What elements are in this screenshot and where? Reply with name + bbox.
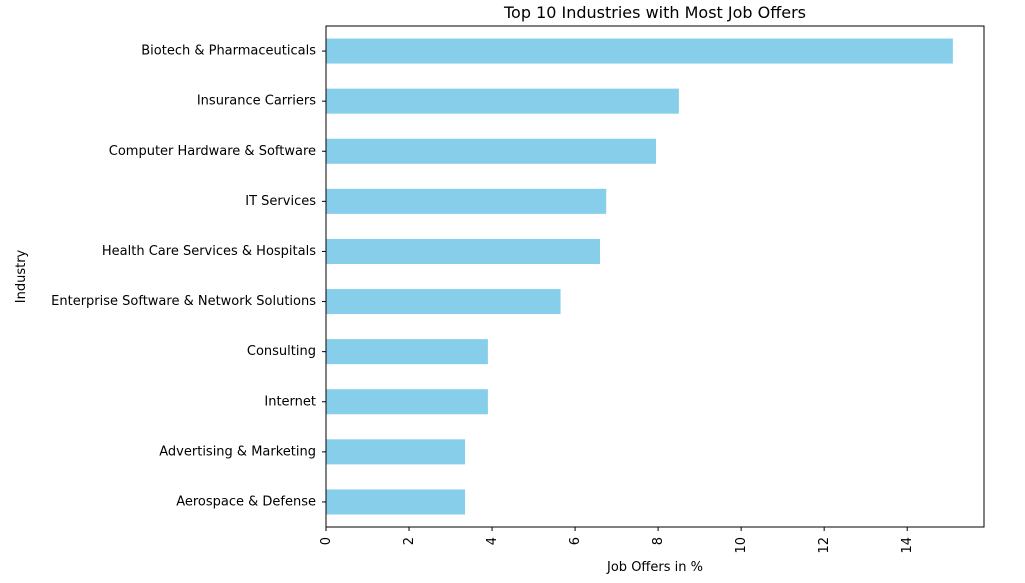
bar <box>326 88 679 114</box>
y-tick-label: Insurance Carriers <box>197 94 316 109</box>
x-tick-label: 4 <box>485 537 500 545</box>
bar <box>326 138 657 164</box>
bar <box>326 38 953 64</box>
x-tick-label: 10 <box>734 537 749 554</box>
y-tick-label: Enterprise Software & Network Solutions <box>51 294 316 309</box>
bars-layer <box>326 38 953 515</box>
bar <box>326 489 466 515</box>
plot-frame <box>325 25 985 528</box>
y-tick-label: Computer Hardware & Software <box>109 144 316 159</box>
y-tick-label: Biotech & Pharmaceuticals <box>141 44 316 59</box>
chart-title: Top 10 Industries with Most Job Offers <box>503 3 806 22</box>
x-axis-label: Job Offers in % <box>606 560 703 575</box>
x-tick-label: 0 <box>319 537 334 545</box>
bar <box>326 188 607 214</box>
y-tick-label: Health Care Services & Hospitals <box>102 244 316 259</box>
y-tick-label: Aerospace & Defense <box>176 494 316 509</box>
x-tick-label: 14 <box>900 537 915 554</box>
x-tick-label: 2 <box>402 537 417 545</box>
x-ticks: 0 2 4 6 8 10 12 14 <box>319 527 915 554</box>
x-tick-label: 8 <box>651 537 666 545</box>
x-tick-label: 12 <box>817 537 832 554</box>
y-tick-label: IT Services <box>245 194 316 209</box>
bar <box>326 289 561 315</box>
y-tick-label: Consulting <box>247 344 316 359</box>
y-axis-label: Industry <box>14 249 29 303</box>
y-ticks: Biotech & Pharmaceuticals Insurance Carri… <box>51 44 326 509</box>
x-tick-label: 6 <box>568 537 583 545</box>
bar <box>326 238 600 264</box>
y-tick-label: Advertising & Marketing <box>159 444 316 459</box>
bar <box>326 339 488 365</box>
y-tick-label: Internet <box>264 394 316 409</box>
bar <box>326 389 488 415</box>
bar <box>326 439 466 465</box>
